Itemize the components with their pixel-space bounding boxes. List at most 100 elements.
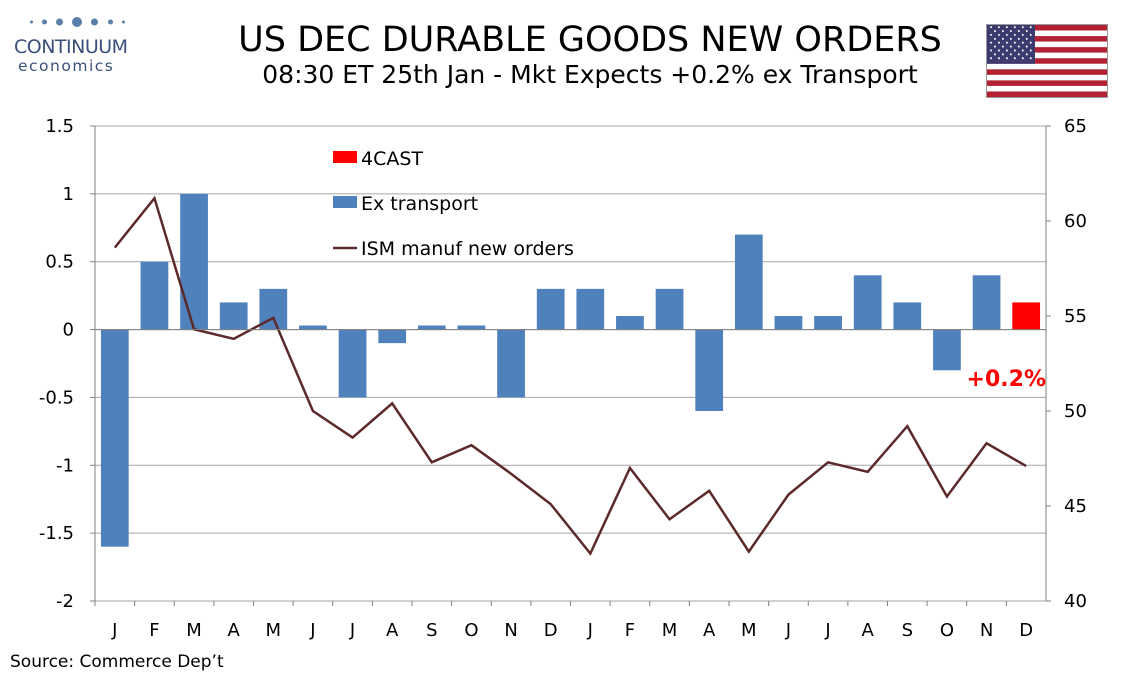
forecast-annotation: +0.2%	[967, 367, 1046, 392]
x-tick-label: M	[266, 620, 282, 641]
bar	[497, 329, 525, 398]
flag-star	[990, 33, 992, 37]
x-tick-label: S	[426, 620, 437, 641]
x-tick-label: A	[228, 620, 241, 641]
y-tick-label: -1	[56, 455, 74, 476]
x-tick-label: D	[1019, 620, 1033, 641]
flag-star	[994, 45, 996, 48]
flag-stripe	[987, 74, 1107, 81]
flag-star	[1029, 41, 1032, 44]
x-tick-label: M	[186, 620, 202, 641]
flag-stripe	[987, 80, 1107, 87]
bar	[972, 275, 1001, 330]
flag-stars	[990, 26, 1032, 60]
bar	[576, 288, 605, 330]
flag-star	[990, 57, 992, 60]
y-right-tick-label: 55	[1064, 306, 1087, 327]
continuum-logo: CONTINUUM economics	[14, 14, 144, 84]
flag-star	[1009, 45, 1012, 48]
y-tick-label: -2	[56, 591, 74, 612]
bar	[378, 329, 407, 344]
flag-stripe	[987, 52, 1107, 59]
logo-dot	[91, 18, 98, 26]
legend-label: ISM manuf new orders	[361, 238, 574, 260]
flag-stripe	[987, 85, 1107, 92]
flag-star	[1013, 26, 1016, 29]
flag-star	[1021, 33, 1024, 37]
legend-swatch	[333, 196, 357, 208]
x-tick-label: N	[980, 620, 993, 641]
x-tick-label: O	[464, 620, 478, 641]
flag-star	[997, 49, 1000, 52]
logo-subtitle: economics	[18, 57, 115, 75]
bar-series	[100, 193, 1041, 547]
x-tick-label: A	[386, 620, 399, 641]
flag-star	[994, 53, 996, 56]
flag-stripe	[987, 63, 1107, 70]
logo-dot	[108, 19, 113, 25]
y-right-tick-label: 45	[1064, 496, 1087, 517]
bar	[814, 316, 842, 330]
bar	[417, 325, 446, 330]
bar	[219, 302, 248, 330]
y-right-tick-label: 65	[1064, 116, 1087, 137]
flag-stripe	[987, 41, 1107, 48]
flag-stripe	[987, 69, 1107, 75]
flag-star	[1029, 57, 1032, 60]
chart-subtitle: 08:30 ET 25th Jan - Mkt Expects +0.2% ex…	[262, 60, 918, 89]
logo-dots-icon	[30, 14, 130, 30]
x-tick-label: F	[149, 620, 159, 641]
chart-title: US DEC DURABLE GOODS NEW ORDERS	[238, 20, 942, 60]
flag-star	[997, 33, 1000, 37]
legend-swatch	[333, 151, 357, 163]
flag-stripe	[987, 58, 1107, 64]
flag-star	[1013, 49, 1016, 52]
flag-star	[1025, 45, 1028, 48]
logo-dot	[30, 20, 33, 24]
flag-star	[1021, 41, 1024, 44]
y-tick-label: -1.5	[39, 523, 74, 544]
x-tick-label: J	[785, 620, 791, 641]
flag-star	[1009, 29, 1012, 33]
flag-star	[1013, 33, 1016, 37]
ism-line	[113, 195, 1027, 556]
bar	[655, 288, 684, 330]
flag-star	[1009, 37, 1012, 40]
flag-stripe	[987, 36, 1107, 42]
logo-name: CONTINUUM	[14, 36, 128, 58]
flag-star	[1021, 26, 1024, 29]
x-tick-label: J	[309, 620, 315, 641]
bar	[734, 234, 763, 330]
flag-stripe	[987, 91, 1107, 97]
flag-star	[994, 37, 996, 40]
legend-label: Ex transport	[361, 193, 478, 215]
y-right-tick-label: 50	[1064, 401, 1087, 422]
x-tick-label: F	[625, 620, 635, 641]
x-tick-label: J	[824, 620, 830, 641]
flag-star	[1029, 26, 1032, 29]
flag-star	[1005, 57, 1008, 60]
flag-star	[997, 26, 1000, 29]
flag-star	[1017, 53, 1020, 56]
flag-star	[990, 26, 992, 29]
flag-star	[1021, 49, 1024, 52]
y-axis-right: 40 45 50 55 60 65	[1046, 116, 1087, 612]
flag-star	[1005, 41, 1008, 44]
legend-label: 4CAST	[361, 148, 423, 170]
x-tick-label: A	[703, 620, 716, 641]
bar	[853, 275, 882, 330]
x-tick-label: N	[504, 620, 517, 641]
x-tick-label: O	[940, 620, 954, 641]
x-tick-label: J	[349, 620, 355, 641]
x-tick-label: M	[662, 620, 678, 641]
flag-star	[1013, 41, 1016, 44]
y-tick-label: -0.5	[39, 387, 74, 408]
us-flag-icon	[986, 24, 1108, 98]
flag-star	[1013, 57, 1016, 60]
line-series	[113, 195, 1027, 556]
bar	[299, 325, 327, 330]
y-right-tick-label: 40	[1064, 591, 1087, 612]
logo-dot	[42, 19, 47, 25]
y-tick-label: 1	[63, 184, 74, 205]
